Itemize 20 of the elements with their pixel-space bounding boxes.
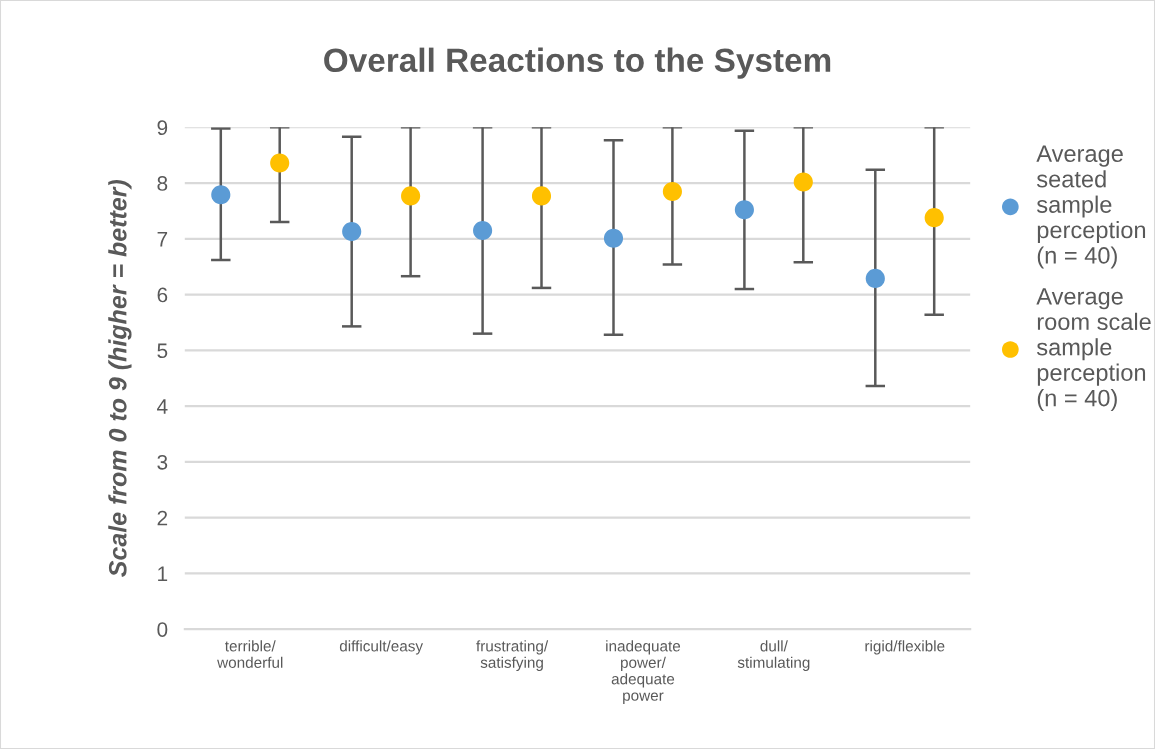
x-tick-label: rigid/flexible <box>865 640 945 655</box>
legend-label: Average seated sample perception (n = 40) <box>1036 145 1146 269</box>
x-tick-label: difficult/easy <box>339 640 424 655</box>
y-tick-label: 9 <box>157 120 168 136</box>
chart-title: Overall Reactions to the System <box>324 47 831 79</box>
x-tick-label: terrible/ wonderful <box>217 640 283 668</box>
y-tick-label: 3 <box>157 454 168 470</box>
x-tick-label: dull/ stimulating <box>737 640 810 671</box>
y-axis-title: Scale from 0 to 9 (higher = better) <box>108 179 132 577</box>
y-tick-label: 5 <box>157 343 168 359</box>
y-tick-label: 6 <box>157 287 168 303</box>
y-tick-label: 1 <box>158 566 168 581</box>
legend-label: Average room scale sample perception (n = 40) <box>1036 288 1151 412</box>
x-tick-label: frustrating/ satisfying <box>476 640 549 671</box>
y-tick-label: 2 <box>157 510 168 526</box>
y-tick-label: 8 <box>157 176 168 191</box>
y-tick-label: 7 <box>157 232 168 247</box>
y-tick-label: 4 <box>157 399 168 414</box>
x-tick-label: inadequate power/ adequate power <box>606 640 681 704</box>
y-tick-label: 0 <box>157 622 168 637</box>
